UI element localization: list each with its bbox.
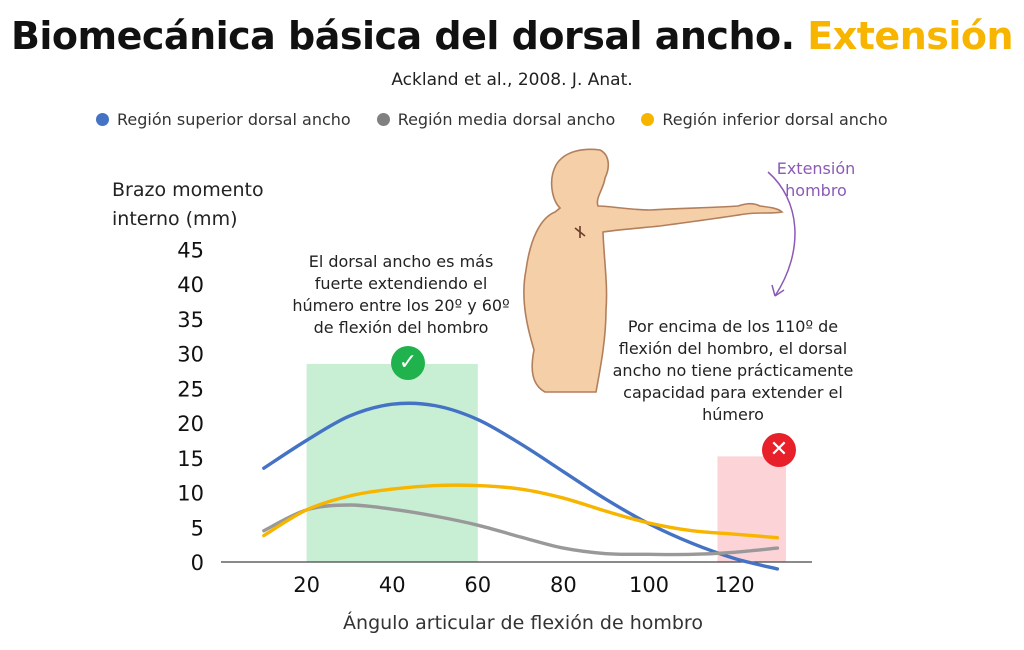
legend-dot-media [376, 113, 390, 126]
extension-arrow-arc [767, 171, 796, 297]
series-lines [262, 401, 780, 571]
legend-label-inferior: Región inferior dorsal ancho [662, 110, 888, 129]
legend-item-inferior: Región inferior dorsal ancho [641, 110, 888, 129]
highlight-region-good [306, 363, 478, 562]
y-tick-label: 5 [191, 516, 204, 540]
x-tick-label: 80 [550, 573, 577, 597]
extension-arrow-head [771, 284, 785, 297]
y-tick-label: 40 [177, 273, 204, 297]
highlight-region-bad [717, 456, 786, 562]
legend-dot-inferior [641, 113, 655, 126]
arm-extension-illustration [523, 148, 796, 393]
legend-dot-superior [96, 113, 109, 126]
x-tick-label: 40 [379, 573, 406, 597]
title-accent: Extensión [807, 14, 1014, 58]
figure-body [523, 148, 784, 393]
annotation-good: El dorsal ancho es más fuerte extendiend… [292, 252, 510, 337]
x-tick-label: 60 [464, 573, 491, 597]
y-tick-label: 30 [177, 343, 204, 367]
series-line-1 [262, 503, 780, 557]
check-icon: ✓ [391, 346, 425, 380]
highlight-regions [306, 363, 786, 562]
series-line-0 [262, 401, 780, 571]
y-tick-label: 15 [177, 447, 204, 471]
y-tick-label: 10 [177, 482, 204, 506]
annotation-extension: Extensión hombro [776, 159, 856, 200]
legend-label-media: Región media dorsal ancho [397, 110, 616, 129]
cross-icon: ✕ [762, 433, 796, 467]
legend-label-superior: Región superior dorsal ancho [117, 110, 351, 129]
chart-title: Biomecánica básica del dorsal ancho. Ext… [0, 14, 1024, 58]
x-tick-label: 20 [293, 573, 320, 597]
figure-pivot-mark [574, 226, 586, 238]
y-tick-label: 20 [177, 412, 204, 436]
axes: 0 5 10 15 20 25 30 35 40 45 20 40 60 80 100 120 [177, 238, 812, 597]
annotation-bad: Por encima de los 110º de flexión del ho… [612, 317, 854, 424]
legend-item-media: Región media dorsal ancho [376, 110, 616, 129]
legend: Región superior dorsal ancho Región medi… [96, 110, 976, 129]
y-tick-label: 45 [177, 238, 204, 262]
series-line-2 [262, 483, 780, 540]
x-tick-label: 120 [715, 573, 755, 597]
legend-item-superior: Región superior dorsal ancho [96, 110, 351, 129]
x-tick-label: 100 [629, 573, 669, 597]
x-axis-label: Ángulo articular de flexión de hombro [343, 612, 703, 634]
chart-subtitle: Ackland et al., 2008. J. Anat. [391, 70, 633, 90]
y-tick-label: 25 [177, 377, 204, 401]
y-tick-label: 35 [177, 308, 204, 332]
title-main: Biomecánica básica del dorsal ancho. [10, 14, 795, 58]
y-axis-label: Brazo momento interno (mm) [112, 179, 264, 230]
y-tick-label: 0 [191, 551, 204, 575]
